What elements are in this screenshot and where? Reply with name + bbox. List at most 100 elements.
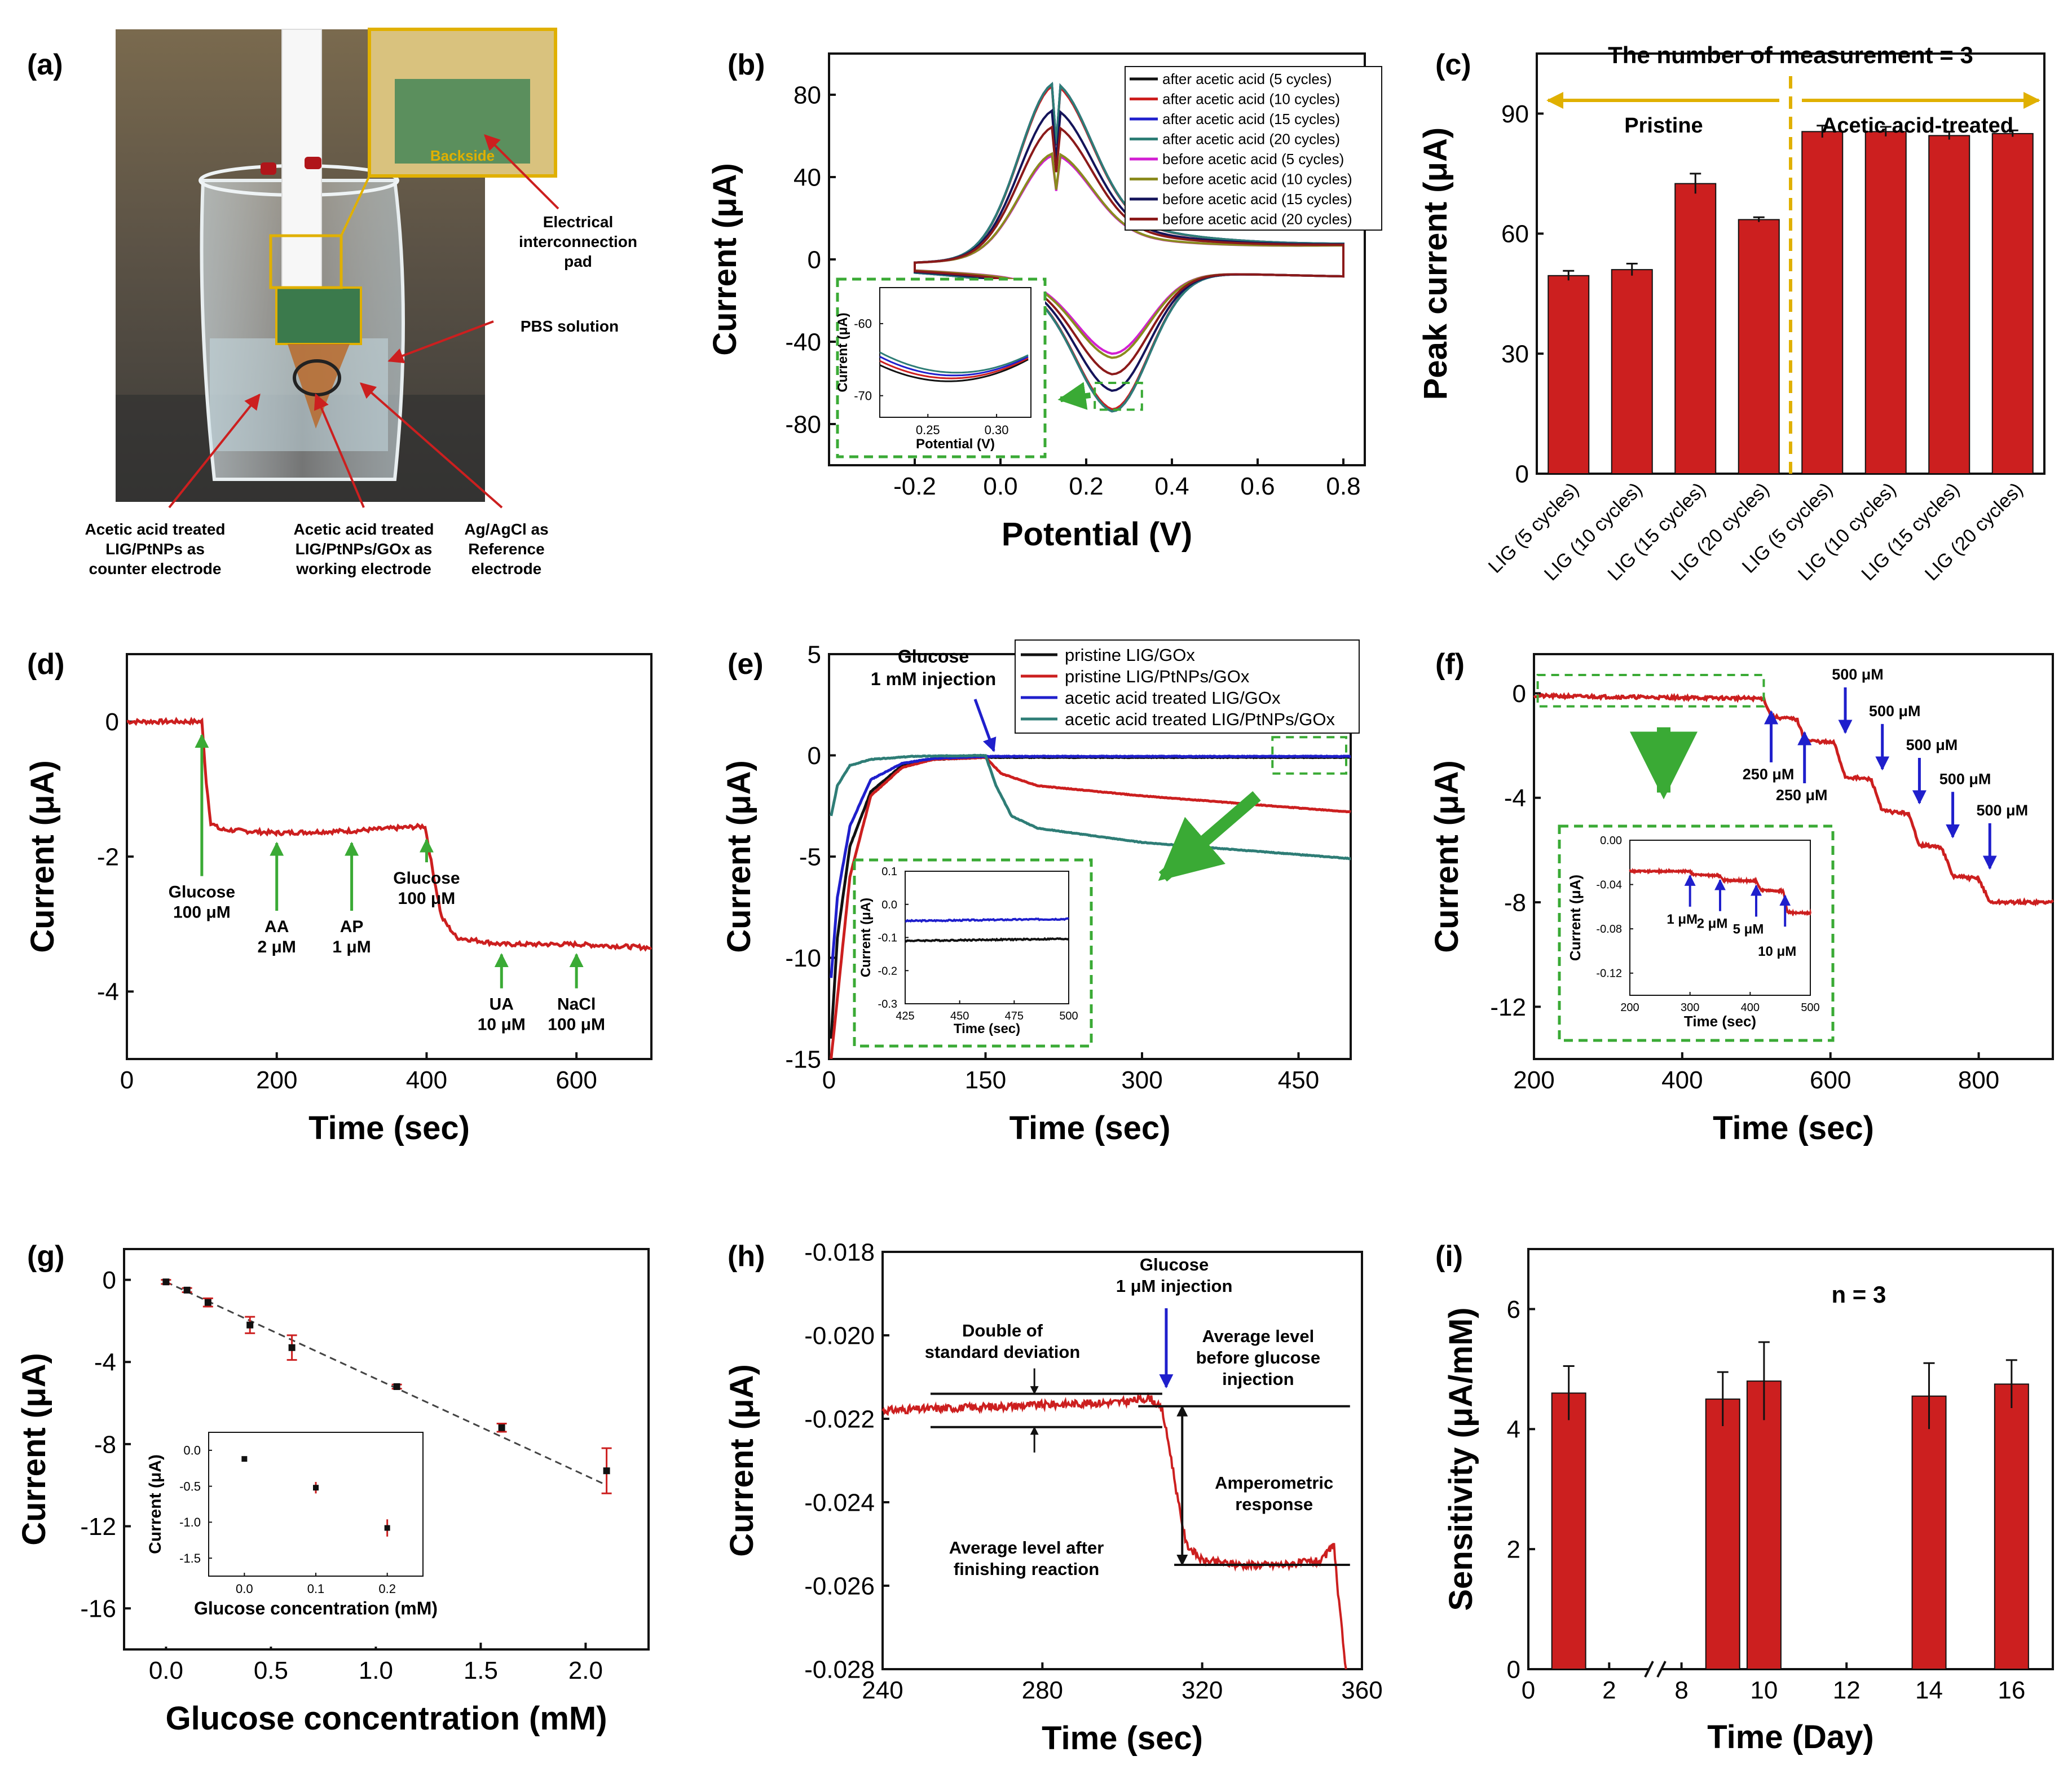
red-clip-2 — [305, 157, 321, 169]
x-axis-label: Time (sec) — [1713, 1110, 1874, 1146]
current-series — [830, 755, 1351, 1060]
y-tick-label: -1.5 — [179, 1551, 201, 1565]
step-label: 500 μM — [1906, 736, 1958, 753]
inset-cv-series — [879, 359, 1029, 382]
injection-label: 1 μM — [332, 938, 371, 956]
x-tick-label: 600 — [556, 1066, 597, 1094]
data-point — [288, 1344, 296, 1351]
zoom-region — [1094, 382, 1143, 411]
y-tick-label: 30 — [1501, 341, 1529, 368]
y-tick-label: 60 — [1501, 220, 1529, 248]
axis-break-gap — [1648, 1661, 1662, 1677]
injection-arrow — [973, 699, 997, 752]
bar — [1991, 133, 2034, 474]
zoom-connector — [340, 175, 371, 236]
legend-entry: pristine LIG/PtNPs/GOx — [1065, 667, 1250, 686]
x-tick-label: 8 — [1674, 1676, 1688, 1704]
y-tick-label: -5 — [799, 843, 821, 871]
x-tick-label: 12 — [1833, 1676, 1861, 1704]
x-axis-label: Potential (V) — [1002, 516, 1192, 553]
y-tick-label: -70 — [854, 389, 872, 403]
zoom-arrow — [1158, 791, 1261, 882]
legend-entry: after acetic acid (15 cycles) — [1162, 111, 1340, 127]
inset-cv-series — [879, 357, 1029, 380]
inset-x-label: Time (sec) — [1684, 1013, 1756, 1030]
panel-e: (e) 0 150 300 450 5 0 -5 -10 -15 Time (sec) Current… — [721, 639, 1360, 1146]
y-axis-label: Current (μA) — [1567, 875, 1584, 961]
y-tick-label: -0.5 — [179, 1479, 201, 1493]
y-tick-label: -0.12 — [1596, 968, 1622, 980]
x-axis-label: Time (sec) — [308, 1110, 470, 1146]
step-label: 250 μM — [1743, 766, 1795, 783]
counter-arrow — [168, 393, 261, 509]
injection-label: AP — [340, 917, 364, 936]
chart-title: The number of measurement = 3 — [1608, 42, 1973, 68]
x-tick-label: 320 — [1182, 1676, 1223, 1704]
after-level-note: finishing reaction — [954, 1559, 1099, 1579]
legend-entry: acetic acid treated LIG/GOx — [1065, 688, 1281, 708]
x-tick-label: 300 — [1121, 1066, 1162, 1094]
reference-arrow — [359, 382, 503, 509]
x-tick-label: 0.5 — [254, 1657, 288, 1684]
y-tick-label: 0.00 — [1600, 835, 1622, 847]
response-note: Amperometric — [1215, 1473, 1333, 1493]
reference-callout-2: Reference — [468, 540, 544, 558]
working-callout-3: working electrode — [296, 560, 431, 577]
y-axis-label: Current (μA) — [724, 1364, 760, 1557]
panel-a-label: (a) — [27, 48, 63, 81]
bar — [1738, 219, 1780, 474]
x-tick-label: -0.2 — [893, 473, 936, 500]
x-tick-label: 0.30 — [985, 423, 1009, 437]
y-tick-label: -8 — [94, 1431, 116, 1458]
bar — [1994, 1383, 2029, 1670]
y-tick-label: 2 — [1507, 1536, 1520, 1564]
group-label: Acetic acid-treated — [1822, 114, 2013, 138]
injection-label: AA — [264, 917, 289, 936]
working-callout-2: LIG/PtNPs/GOx as — [296, 540, 433, 558]
y-tick-label: -16 — [80, 1595, 116, 1623]
backside-label: Backside — [430, 147, 495, 164]
before-level-note: Average level — [1202, 1326, 1314, 1346]
reference-callout-1: Ag/AgCl as — [464, 520, 548, 538]
inset-step-label: 10 μM — [1758, 944, 1796, 959]
x-tick-label: 2 — [1602, 1676, 1616, 1704]
x-tick-label: 0.2 — [378, 1582, 396, 1596]
x-tick-label: 16 — [1998, 1676, 2025, 1704]
injection-note: 1 μM injection — [1116, 1276, 1233, 1296]
bar — [1746, 1380, 1782, 1670]
working-callout-1: Acetic acid treated — [294, 520, 434, 538]
data-point — [393, 1383, 400, 1390]
pad-arrow — [484, 134, 559, 210]
injection-trace — [881, 1392, 1347, 1670]
plot-frame — [123, 1248, 650, 1651]
response-trace — [126, 716, 653, 952]
panel-a: (a) Backside Electrical interconnection … — [27, 28, 637, 577]
pbs-callout: PBS solution — [521, 317, 619, 335]
y-tick-label: -0.020 — [804, 1322, 875, 1349]
x-tick-label: 0.4 — [1154, 473, 1189, 500]
inset-step-label: 5 μM — [1733, 922, 1764, 937]
x-tick-label: 0.0 — [236, 1582, 253, 1596]
before-level-note: injection — [1222, 1369, 1294, 1389]
bar — [1911, 1395, 1947, 1670]
x-tick-label: 450 — [950, 1010, 969, 1022]
y-tick-label: -0.3 — [878, 998, 897, 1011]
injection-label: Glucose — [898, 646, 969, 667]
counter-callout-3: counter electrode — [89, 560, 222, 577]
y-tick-label: -4 — [97, 978, 119, 1006]
data-point — [162, 1278, 170, 1286]
group-label: Pristine — [1624, 114, 1703, 138]
x-tick-label: 450 — [1278, 1066, 1319, 1094]
panel-c: (c) 0 30 60 90 Peak current (μA) The number of… — [1417, 42, 2045, 585]
x-tick-label: 0.6 — [1240, 473, 1275, 500]
zoom-box — [269, 234, 343, 289]
step-label: 500 μM — [1939, 770, 1991, 787]
y-tick-label: 0.0 — [183, 1444, 201, 1458]
panel-d: (d) 0 200 400 600 0 -2 -4 Time (sec) Current (μA)… — [24, 648, 653, 1146]
inset-series — [905, 937, 1069, 943]
y-tick-label: 5 — [808, 641, 821, 668]
current-series — [830, 753, 1351, 861]
before-level-note: before glucose — [1196, 1348, 1321, 1367]
x-tick-label: 0 — [1522, 1676, 1535, 1704]
step-label: 500 μM — [1977, 802, 2029, 819]
